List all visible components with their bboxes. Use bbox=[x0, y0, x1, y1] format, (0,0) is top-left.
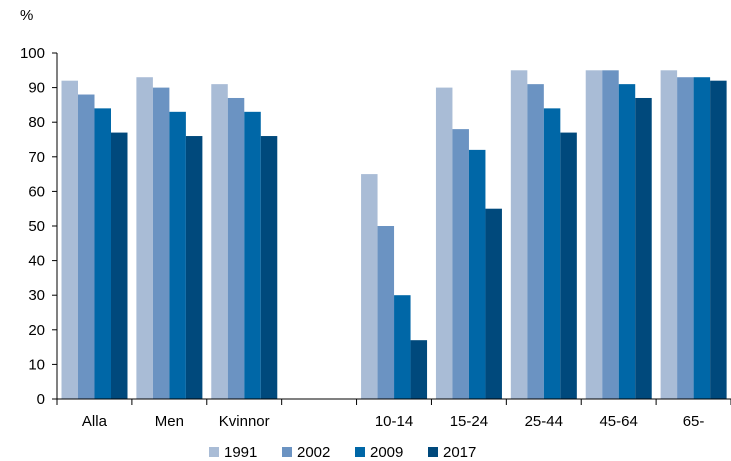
bar-2009-10-14 bbox=[394, 295, 411, 399]
bars bbox=[61, 70, 727, 400]
x-tick-label: 65- bbox=[683, 413, 705, 430]
bar-1991-25-44 bbox=[510, 70, 528, 400]
legend-swatch-2009 bbox=[355, 447, 365, 457]
bar-2002-45-64 bbox=[602, 70, 619, 400]
bar-2009-Men bbox=[169, 111, 186, 399]
x-axis-ticks: Alla Men Kvinnor 10-14 15-24 25-44 45-64 65- bbox=[56, 399, 731, 430]
bar-2017-10-14 bbox=[410, 340, 428, 399]
y-tick-label: 30 bbox=[28, 287, 45, 304]
legend-label-2002: 2002 bbox=[297, 444, 330, 461]
bar-2002-15-24 bbox=[452, 129, 469, 399]
x-tick-label: 10-14 bbox=[375, 413, 413, 430]
bar-2017-Kvinnor bbox=[260, 136, 278, 400]
bar-2009-Kvinnor bbox=[244, 111, 261, 399]
bar-2017-65- bbox=[710, 80, 727, 400]
bar-2009-Alla bbox=[94, 108, 111, 400]
legend-label-2017: 2017 bbox=[443, 444, 476, 461]
y-axis-ticks: 0 10 20 30 40 50 60 70 80 90 100 bbox=[20, 45, 57, 408]
bar-2017-Alla bbox=[111, 132, 128, 399]
bar-2017-Men bbox=[185, 136, 203, 400]
bar-1991-Men bbox=[136, 77, 153, 399]
x-tick-label: 45-64 bbox=[599, 413, 637, 430]
x-tick-label: 25-44 bbox=[525, 413, 563, 430]
bar-2017-25-44 bbox=[560, 132, 577, 399]
y-tick-label: 90 bbox=[28, 80, 45, 97]
y-tick-label: 10 bbox=[28, 356, 45, 373]
y-tick-label: 70 bbox=[28, 149, 45, 166]
y-tick-label: 40 bbox=[28, 253, 45, 270]
x-tick-label: 15-24 bbox=[450, 413, 488, 430]
bar-2017-15-24 bbox=[485, 208, 502, 399]
y-tick-label: 20 bbox=[28, 322, 45, 339]
legend-swatch-1991 bbox=[209, 447, 219, 457]
bar-2017-45-64 bbox=[635, 97, 652, 399]
y-tick-label: 80 bbox=[28, 114, 45, 131]
bar-2002-10-14 bbox=[377, 226, 395, 399]
y-axis-unit-label: % bbox=[20, 7, 33, 24]
bar-2009-25-44 bbox=[543, 108, 561, 400]
bar-2002-65- bbox=[677, 77, 694, 399]
bar-2009-65- bbox=[693, 77, 711, 399]
y-tick-label: 50 bbox=[28, 218, 45, 235]
bar-2009-15-24 bbox=[468, 149, 486, 399]
bar-2002-Men bbox=[152, 87, 170, 399]
y-tick-label: 0 bbox=[37, 391, 45, 408]
legend-swatch-2017 bbox=[428, 447, 438, 457]
bar-1991-65- bbox=[660, 70, 678, 400]
x-tick-label: Men bbox=[155, 413, 184, 430]
bar-1991-Alla bbox=[61, 80, 78, 400]
bar-2002-Kvinnor bbox=[227, 97, 245, 399]
y-tick-label: 100 bbox=[20, 45, 45, 62]
bar-1991-45-64 bbox=[585, 70, 603, 400]
bar-1991-15-24 bbox=[435, 87, 453, 399]
legend-swatch-2002 bbox=[282, 447, 292, 457]
x-tick-label: Alla bbox=[82, 413, 108, 430]
y-tick-label: 60 bbox=[28, 183, 45, 200]
legend-label-1991: 1991 bbox=[224, 444, 257, 461]
bar-1991-10-14 bbox=[361, 174, 378, 399]
bar-2002-25-44 bbox=[527, 84, 544, 399]
bar-2002-Alla bbox=[78, 94, 95, 400]
bar-1991-Kvinnor bbox=[211, 84, 228, 399]
legend: 1991 2002 2009 2017 bbox=[209, 444, 476, 461]
legend-label-2009: 2009 bbox=[370, 444, 403, 461]
x-tick-label: Kvinnor bbox=[219, 413, 270, 430]
bar-2009-45-64 bbox=[618, 84, 636, 399]
